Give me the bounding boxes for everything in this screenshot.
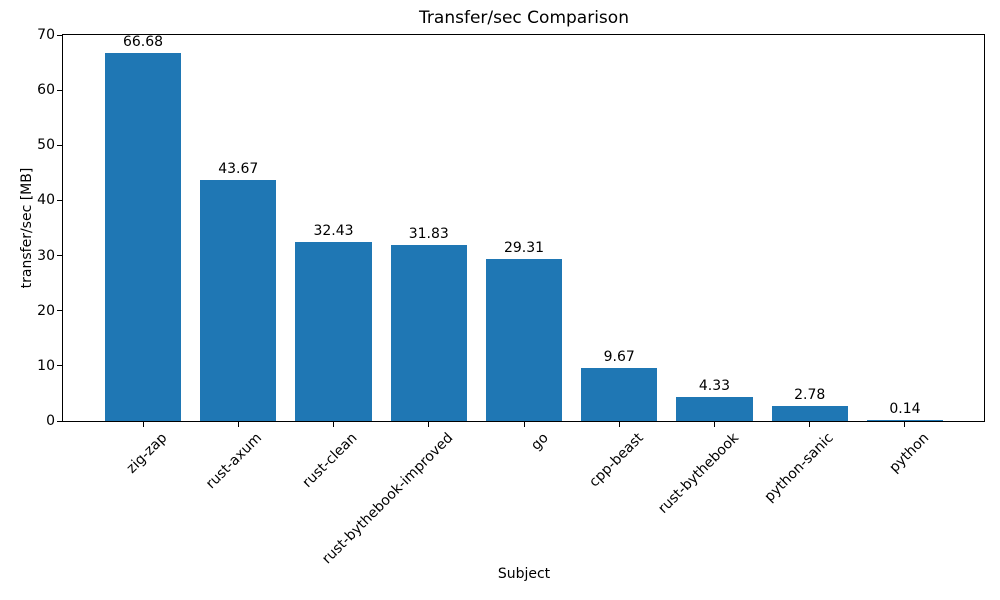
y-tick-label: 0 [46, 413, 55, 429]
bar-value-label: 29.31 [503, 240, 545, 257]
bar-value-label: 66.68 [122, 34, 164, 51]
x-tick-label: rust-bythebook [655, 430, 742, 517]
x-tick-label: go [527, 430, 552, 454]
bar-value-label: 31.83 [408, 226, 449, 243]
x-tick [713, 422, 715, 427]
x-tick-label: zig-zap [123, 430, 171, 477]
x-tick-label: python-sanic [761, 430, 838, 506]
x-tick [523, 422, 525, 427]
y-tick [57, 310, 62, 312]
y-tick-label: 30 [37, 247, 55, 264]
x-tick-label: cpp-beast [586, 430, 647, 491]
bar-rust-clean [295, 242, 372, 421]
y-tick [57, 34, 62, 36]
y-tick [57, 420, 62, 422]
bar-value-label: 43.67 [218, 161, 259, 178]
bar-python [866, 420, 944, 422]
y-tick-label: 60 [37, 82, 55, 99]
x-tick [237, 422, 239, 427]
chart-title: Transfer/sec Comparison [419, 8, 629, 28]
y-tick-label: 70 [37, 27, 55, 43]
x-tick [333, 422, 334, 427]
bar-value-label: 2.78 [794, 386, 826, 403]
x-tick [618, 422, 620, 427]
bar-rust-bythebook-improved [390, 245, 467, 421]
y-axis-label: transfer/sec [MB] [19, 167, 35, 289]
bar-rust-bythebook [676, 397, 753, 421]
bar-value-label: 9.67 [603, 348, 635, 365]
x-tick-label: rust-axum [203, 430, 266, 493]
y-tick [57, 89, 62, 91]
bar-cpp-beast [581, 367, 658, 421]
x-tick [904, 422, 906, 427]
bar-python-sanic [771, 405, 848, 421]
bar-value-label: 32.43 [313, 223, 354, 240]
x-tick [142, 422, 144, 427]
x-tick-label: python [886, 430, 933, 476]
x-tick-label: rust-clean [299, 430, 361, 491]
y-tick [57, 199, 62, 201]
x-tick [809, 422, 811, 427]
y-tick [57, 255, 62, 257]
y-tick-label: 50 [37, 137, 55, 154]
y-tick-label: 20 [37, 302, 55, 319]
y-tick-label: 10 [37, 357, 55, 374]
x-tick [428, 422, 430, 427]
bar-value-label: 0.14 [889, 401, 921, 418]
bar-go [485, 259, 563, 421]
bar-value-label: 4.33 [698, 378, 731, 395]
x-axis-label: Subject [497, 566, 551, 582]
y-tick-label: 40 [37, 192, 55, 209]
y-tick [57, 144, 62, 146]
bar-rust-axum [200, 180, 277, 421]
y-tick [57, 365, 62, 367]
bar-zig-zap [104, 53, 182, 421]
